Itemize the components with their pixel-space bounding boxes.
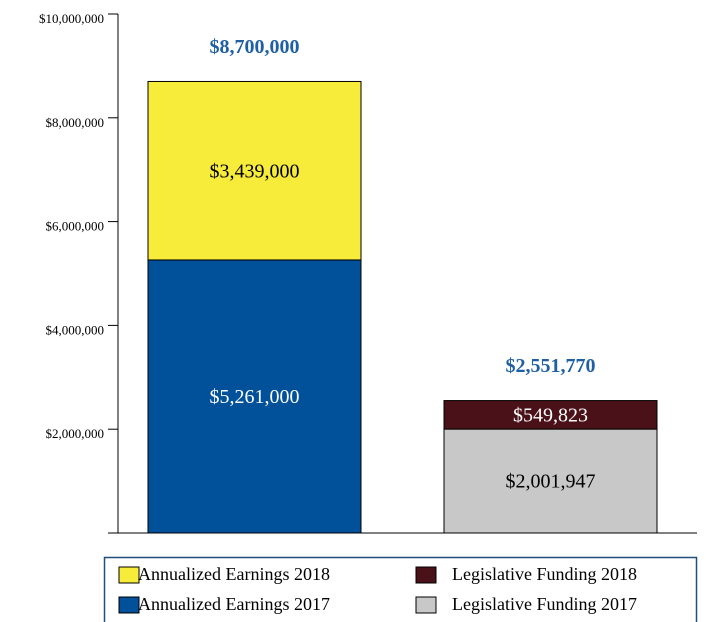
legend-label: Annualized Earnings 2018 (138, 564, 330, 584)
total-label: $2,551,770 (506, 355, 596, 377)
total-label: $8,700,000 (210, 36, 300, 58)
legend-swatch (118, 566, 140, 584)
bar-segment (443, 428, 658, 534)
legend-swatch (415, 566, 437, 584)
y-tick-label: $4,000,000 (46, 322, 105, 337)
legend-box (103, 556, 698, 622)
legend-label: Annualized Earnings 2017 (138, 594, 330, 614)
legend-label: Legislative Funding 2018 (452, 564, 637, 584)
bar-segment (443, 400, 658, 430)
y-tick-label: $10,000,000 (39, 11, 104, 26)
segment-label: $2,001,947 (506, 471, 596, 493)
bar-segment (147, 80, 362, 261)
legend-swatch (415, 596, 437, 614)
segment-label: $549,823 (513, 404, 588, 426)
bar-segment (147, 259, 362, 534)
y-tick-label: $2,000,000 (46, 426, 105, 441)
segment-label: $3,439,000 (210, 160, 300, 182)
legend-label: Legislative Funding 2017 (452, 594, 637, 614)
y-tick-label: $8,000,000 (46, 115, 105, 130)
legend-swatch (118, 596, 140, 614)
y-tick-label: $6,000,000 (46, 219, 105, 234)
segment-label: $5,261,000 (210, 386, 300, 408)
